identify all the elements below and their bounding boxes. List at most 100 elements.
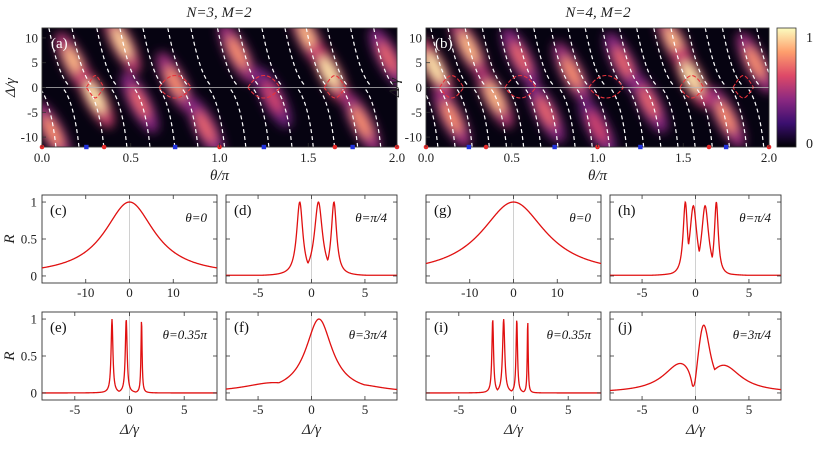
dashed-white-curve xyxy=(63,89,80,147)
dashed-red-loop xyxy=(439,74,465,99)
y-axis-label: R xyxy=(2,234,18,244)
x-tick-label: 1.5 xyxy=(300,150,316,165)
dashed-white-curve xyxy=(721,28,743,86)
dashed-white-curve xyxy=(276,89,293,147)
dashed-white-curve xyxy=(713,89,731,147)
dashed-white-curve xyxy=(611,89,628,147)
heatmap-panel-a: 0.0 0.5 1.0 1.5 2.0 -10 -5 0 5 10 (a) θ/π Δ/γ xyxy=(3,27,405,184)
colorbar: 1 0 xyxy=(776,27,813,152)
dashed-white-curve xyxy=(498,28,520,86)
y-tick-label: 10 xyxy=(25,30,38,45)
theta-annotation: θ=3π/4 xyxy=(349,327,388,342)
x-axis-label: θ/π xyxy=(588,168,608,184)
dashed-white-curve xyxy=(756,28,769,75)
dashed-white-curve xyxy=(253,89,270,147)
x-tick-label: 5 xyxy=(362,402,369,417)
heatmap-band-core xyxy=(129,86,150,119)
dashed-white-curve xyxy=(662,89,679,147)
dashed-white-curve xyxy=(142,28,164,86)
dashed-white-curve xyxy=(584,28,606,86)
dashed-white-curve xyxy=(48,28,70,86)
heatmap-band-core xyxy=(587,111,608,144)
red-marker xyxy=(101,144,107,150)
heatmap-band-core xyxy=(745,46,766,79)
y-tick-label: -10 xyxy=(405,130,422,145)
dashed-white-curve xyxy=(305,28,327,86)
x-tick-label: -5 xyxy=(453,402,464,417)
colorbar-tick-top: 1 xyxy=(806,31,813,46)
x-tick-label: -5 xyxy=(253,285,264,300)
panel-label: (i) xyxy=(434,320,448,336)
heatmap-band-core xyxy=(681,61,702,94)
dashed-white-curve xyxy=(628,89,645,147)
dashed-white-curve xyxy=(134,89,151,147)
line-panel-f: -5 0 5 (f) θ=3π/4 Δ/γ xyxy=(225,311,398,438)
panel-label: (b) xyxy=(435,36,453,52)
y-tick-label: 5 xyxy=(32,55,39,70)
dashed-white-curve xyxy=(261,28,283,86)
heatmap-band-core xyxy=(351,106,372,139)
dashed-white-curve xyxy=(645,89,662,147)
theta-annotation: θ=3π/4 xyxy=(733,327,772,342)
blue-marker xyxy=(638,144,643,150)
y-tick-label: 0.5 xyxy=(21,232,37,247)
panel-label: (j) xyxy=(618,320,632,336)
blue-marker xyxy=(466,144,472,150)
blue-marker xyxy=(552,144,557,150)
y-axis-label: Δ/γ xyxy=(3,77,19,98)
dashed-white-curve xyxy=(593,89,610,147)
dashed-white-curve xyxy=(111,89,128,147)
dashed-white-curve xyxy=(439,89,456,147)
x-tick-label: 5 xyxy=(181,402,188,417)
dashed-white-curve xyxy=(464,28,486,86)
y-tick-label: 1 xyxy=(31,312,38,327)
x-tick-label: -5 xyxy=(637,285,648,300)
dashed-red-loop xyxy=(247,74,281,99)
x-tick-label: 0.5 xyxy=(504,150,520,165)
heatmap-band-core xyxy=(165,66,186,99)
heatmap-b-plot xyxy=(426,28,769,147)
panel-label: (g) xyxy=(434,203,452,219)
theta-annotation: θ=π/4 xyxy=(739,210,771,225)
dashed-white-curve xyxy=(576,89,593,147)
x-tick-label: -5 xyxy=(253,402,264,417)
line-panel-h: -5 0 5 (h) θ=π/4 xyxy=(609,194,782,300)
x-tick-label: 0 xyxy=(510,402,517,417)
dashed-white-curve xyxy=(430,28,452,86)
dashed-white-curve xyxy=(456,89,473,147)
heatmap-band-core xyxy=(536,96,557,129)
x-tick-label: -10 xyxy=(461,285,478,300)
x-tick-label: 5 xyxy=(565,402,572,417)
x-tick-label: 0.0 xyxy=(418,150,434,165)
dashed-white-curve xyxy=(447,28,469,86)
line-panel-g: -10 0 10 (g) θ=0 xyxy=(425,194,602,300)
dashed-white-curve xyxy=(209,89,226,147)
dashed-red-loop xyxy=(158,74,192,99)
dashed-white-curve xyxy=(481,28,503,86)
dashed-white-curve xyxy=(653,28,675,86)
dashed-white-curve xyxy=(216,28,238,86)
x-tick-label: 2.0 xyxy=(761,150,777,165)
dashed-white-curve xyxy=(238,28,260,86)
line-panel-j: -5 0 5 (j) θ=3π/4 Δ/γ xyxy=(609,311,782,438)
dashed-white-curve xyxy=(559,89,576,147)
reflectance-curve xyxy=(225,318,398,391)
dashed-white-curve xyxy=(373,28,395,86)
y-tick-label: 0.5 xyxy=(21,349,37,364)
heatmap-band-core xyxy=(262,81,283,114)
x-tick-label: 10 xyxy=(551,285,564,300)
x-tick-label: 0 xyxy=(308,402,315,417)
x-axis-label: θ/π xyxy=(210,168,230,184)
reflectance-curve xyxy=(41,201,218,269)
theta-annotation: θ=π/4 xyxy=(355,210,387,225)
x-axis-label: Δ/γ xyxy=(503,422,524,438)
dashed-white-curve xyxy=(516,28,538,86)
dashed-white-curve xyxy=(738,28,760,86)
dashed-white-curve xyxy=(426,93,439,147)
dashed-white-curve xyxy=(350,28,372,86)
heatmap-band-core xyxy=(510,41,531,74)
line-panel-e: -5 0 5 0 0.5 1 (e) θ=0.35π Δ/γ R xyxy=(2,312,218,438)
line-panel-c: -10 0 10 0 0.5 1 (c) θ=0 R xyxy=(2,195,218,300)
theta-annotation: θ=0.35π xyxy=(547,327,592,342)
x-axis-label: Δ/γ xyxy=(119,422,140,438)
